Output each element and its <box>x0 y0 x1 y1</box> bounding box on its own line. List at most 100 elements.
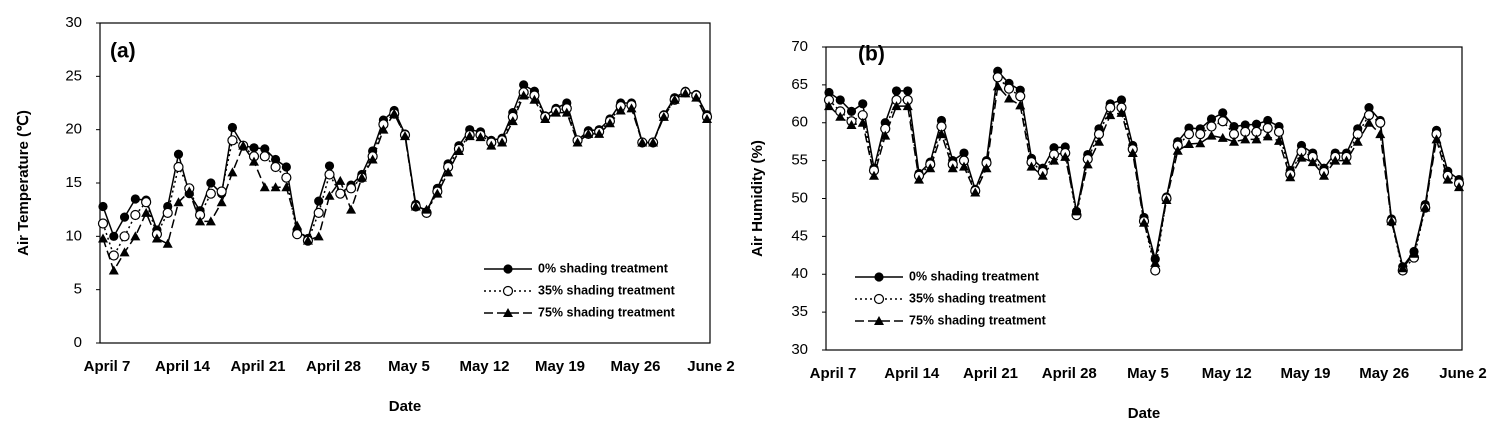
y-tick-label: 20 <box>65 121 82 138</box>
y-tick-label: 45 <box>791 227 808 244</box>
data-point <box>1015 91 1026 102</box>
data-point <box>1150 265 1161 276</box>
y-tick-label: 65 <box>791 76 808 93</box>
data-point <box>314 196 324 206</box>
x-tick-label: May 12 <box>459 358 509 375</box>
data-point <box>1397 263 1408 273</box>
y-tick-label: 30 <box>791 341 808 358</box>
data-point <box>292 220 303 230</box>
data-point <box>824 101 834 111</box>
data-point <box>992 72 1003 83</box>
data-point <box>529 94 540 104</box>
data-point <box>648 137 659 147</box>
data-point <box>857 117 868 127</box>
legend-label: 0% shading treatment <box>538 261 669 275</box>
data-point <box>195 216 206 226</box>
data-point <box>345 183 357 194</box>
x-tick-label: April 14 <box>155 358 211 375</box>
y-tick-label: 30 <box>65 14 82 31</box>
legend-marker <box>874 316 884 325</box>
data-point <box>1206 121 1217 132</box>
data-point <box>970 187 981 197</box>
x-tick-label: May 12 <box>1202 365 1252 382</box>
data-point <box>162 207 173 218</box>
data-point <box>443 167 454 177</box>
data-point <box>507 116 518 126</box>
x-axis-title: Date <box>1128 405 1161 422</box>
y-tick-label: 70 <box>791 38 808 55</box>
data-point <box>270 161 281 173</box>
y-tick-label: 10 <box>65 227 82 244</box>
data-point <box>1375 117 1386 128</box>
y-tick-label: 15 <box>65 174 82 191</box>
data-point <box>238 140 249 150</box>
y-tick-label: 55 <box>791 152 808 169</box>
data-point <box>615 105 626 115</box>
data-point <box>313 231 324 241</box>
data-point <box>205 216 216 226</box>
data-point <box>869 170 879 180</box>
series-line <box>828 75 1460 273</box>
data-point <box>335 188 346 199</box>
data-point <box>486 140 497 150</box>
x-axis-title: Date <box>389 398 422 415</box>
panel-label: (b) <box>858 43 885 66</box>
data-point <box>1082 159 1093 169</box>
data-point <box>249 156 259 166</box>
data-point <box>880 130 891 140</box>
y-tick-label: 40 <box>791 265 808 282</box>
x-tick-label: June 2 <box>1439 365 1487 382</box>
legend-marker <box>873 293 885 305</box>
y-tick-label: 60 <box>791 114 808 131</box>
data-point <box>1094 136 1104 146</box>
data-point <box>1184 138 1194 148</box>
data-point <box>324 169 335 180</box>
data-point <box>1127 148 1138 158</box>
data-point <box>410 201 421 211</box>
data-point <box>1183 129 1195 140</box>
data-point <box>1352 136 1363 146</box>
data-point <box>669 94 680 104</box>
data-point <box>205 188 216 199</box>
y-tick-label: 25 <box>65 67 82 84</box>
data-point <box>421 204 432 214</box>
data-point <box>216 186 227 197</box>
data-point <box>464 131 475 141</box>
panel-label: (a) <box>110 40 136 63</box>
data-point <box>302 235 313 245</box>
legend-marker <box>503 308 513 317</box>
data-point <box>981 163 992 173</box>
legend-label: 35% shading treatment <box>538 283 676 297</box>
data-point <box>992 81 1003 91</box>
data-point <box>1273 126 1285 137</box>
data-point <box>151 233 162 243</box>
data-point <box>1060 151 1071 161</box>
data-point <box>1420 202 1431 212</box>
data-point <box>835 95 845 105</box>
x-tick-label: June 2 <box>687 358 735 375</box>
data-point <box>1307 157 1318 167</box>
x-tick-label: May 5 <box>388 358 430 375</box>
data-point <box>891 86 902 96</box>
data-point <box>1240 134 1251 144</box>
data-point <box>1364 117 1374 127</box>
data-point <box>1341 155 1352 165</box>
data-point <box>1004 93 1014 103</box>
data-point <box>259 182 270 192</box>
data-point <box>378 124 389 134</box>
data-point <box>561 107 572 117</box>
data-point <box>119 212 130 222</box>
data-point <box>98 201 108 212</box>
data-point <box>324 161 335 171</box>
data-point <box>497 137 508 147</box>
y-tick-label: 50 <box>791 189 808 206</box>
y-axis-title: Air Humidity (%) <box>749 140 766 257</box>
legend-marker <box>502 285 514 297</box>
data-point <box>475 132 486 142</box>
data-point <box>594 128 605 138</box>
data-point <box>108 250 119 261</box>
x-tick-label: April 14 <box>884 365 940 382</box>
data-point <box>846 106 857 116</box>
legend-marker <box>874 272 884 282</box>
